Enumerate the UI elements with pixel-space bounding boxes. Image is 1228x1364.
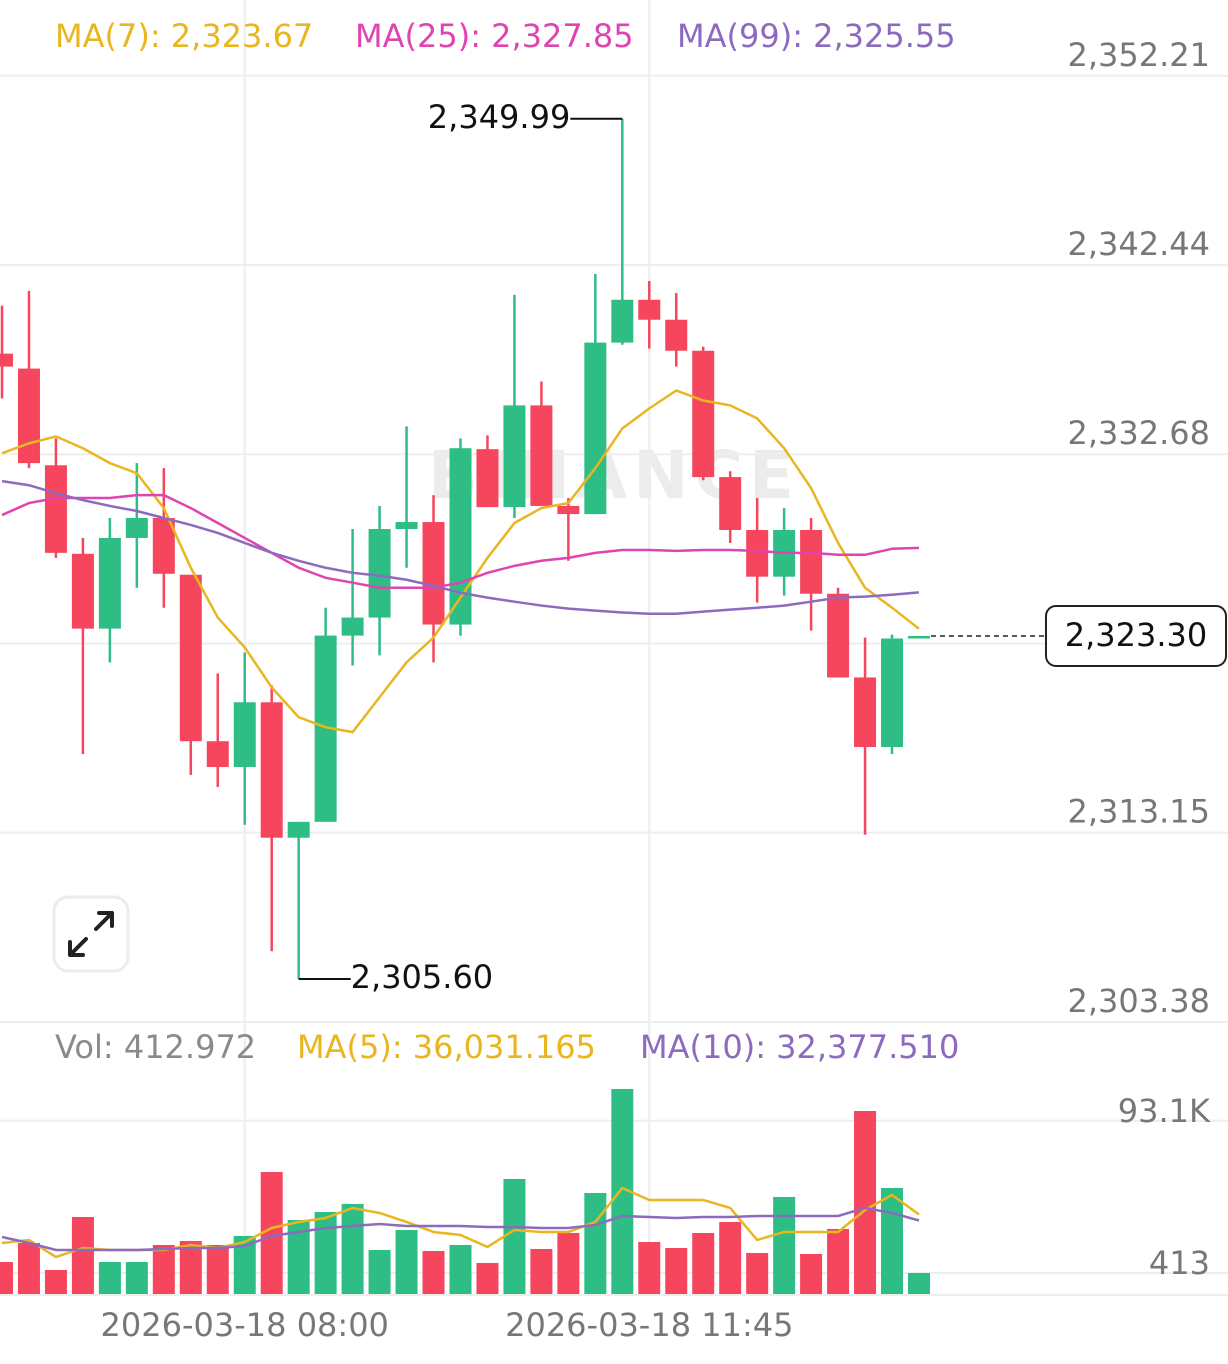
y-tick-label: 2,352.21 xyxy=(1068,36,1211,74)
last-price-label: 2,323.30 xyxy=(1065,616,1208,654)
legend-entry: MA(5): 36,031.165 xyxy=(297,1028,596,1066)
x-tick-label: 2026-03-18 11:45 xyxy=(505,1306,793,1344)
volume-bar xyxy=(314,1211,337,1295)
candle-body xyxy=(125,517,148,538)
candle-body xyxy=(800,529,823,594)
candle-body xyxy=(314,635,337,822)
candle-body xyxy=(907,635,930,639)
volume-bar xyxy=(125,1261,148,1295)
candle-body xyxy=(260,702,283,838)
volume-bar xyxy=(773,1196,796,1295)
candle-body xyxy=(71,553,94,629)
candle-body xyxy=(179,574,202,742)
volume-bar xyxy=(179,1240,202,1295)
volume-bar xyxy=(584,1192,607,1295)
candle-body xyxy=(0,353,13,367)
y-tick-label: 2,342.44 xyxy=(1068,225,1211,263)
volume-bar xyxy=(881,1187,904,1295)
expand-button-frame[interactable] xyxy=(52,895,130,973)
y-tick-label: 2,303.38 xyxy=(1068,982,1211,1020)
candle-body xyxy=(341,617,364,636)
candle-body xyxy=(692,350,715,478)
volume-bar xyxy=(44,1269,67,1295)
y-tick-label: 2,332.68 xyxy=(1068,414,1211,452)
volume-bar xyxy=(854,1110,877,1295)
volume-bar xyxy=(638,1241,661,1295)
y-tick-label: 413 xyxy=(1149,1244,1210,1282)
volume-bar xyxy=(422,1250,445,1295)
legend-entry: MA(25): 2,327.85 xyxy=(355,17,634,55)
volume-bar xyxy=(260,1171,283,1295)
candle-body xyxy=(152,517,175,574)
expand-icon[interactable] xyxy=(68,911,114,957)
volume-bar xyxy=(0,1261,13,1295)
volume-bar xyxy=(907,1272,930,1295)
volume-bar xyxy=(557,1232,580,1295)
volume-bar xyxy=(503,1178,526,1295)
x-tick-label: 2026-03-18 08:00 xyxy=(101,1306,389,1344)
volume-bar xyxy=(17,1242,40,1295)
expand-button[interactable] xyxy=(52,895,130,973)
volume-bar xyxy=(206,1244,229,1295)
volume-bar xyxy=(71,1216,94,1295)
low-label: 2,305.60 xyxy=(351,958,494,996)
candle-body xyxy=(854,677,877,748)
volume-bar xyxy=(395,1229,418,1295)
ma-line xyxy=(1,479,920,615)
candle-body xyxy=(881,638,904,748)
volume-bar xyxy=(800,1253,823,1295)
candle-body xyxy=(98,537,121,629)
ma-line xyxy=(1,493,920,589)
y-tick-label: 93.1K xyxy=(1118,1092,1211,1130)
volume-bar xyxy=(152,1244,175,1295)
legend-entry: MA(10): 32,377.510 xyxy=(640,1028,959,1066)
candle-body xyxy=(476,449,499,508)
candle-body xyxy=(665,319,688,351)
volume-bar xyxy=(368,1249,391,1295)
candle-body xyxy=(611,299,634,343)
candle-body xyxy=(206,741,229,767)
candle-body xyxy=(827,593,850,678)
high-label: 2,349.99 xyxy=(428,98,571,136)
candle-body xyxy=(530,405,553,506)
candle-body xyxy=(368,529,391,618)
volume-bar xyxy=(719,1221,742,1295)
candle-body xyxy=(233,702,256,767)
candle-body xyxy=(17,368,40,464)
candle-body xyxy=(395,522,418,530)
candle-body xyxy=(422,522,445,625)
volume-ma-line xyxy=(1,1206,920,1252)
volume-bar xyxy=(746,1252,769,1295)
candle-body xyxy=(44,465,67,553)
volume-bar xyxy=(98,1261,121,1295)
volume-bar xyxy=(827,1228,850,1295)
volume-bar xyxy=(530,1248,553,1295)
volume-bar xyxy=(665,1247,688,1295)
volume-bar xyxy=(233,1235,256,1295)
legend-entry: MA(7): 2,323.67 xyxy=(55,17,313,55)
volume-bar xyxy=(341,1203,364,1295)
candle-body xyxy=(746,529,769,577)
volume-bar xyxy=(476,1262,499,1295)
last-price-box xyxy=(1045,604,1227,667)
candle-body xyxy=(503,405,526,508)
candle-body xyxy=(557,505,580,515)
volume-bar xyxy=(449,1244,472,1295)
candle-body xyxy=(719,477,742,530)
y-tick-label: 2,313.15 xyxy=(1068,793,1211,831)
ma-line xyxy=(1,389,920,734)
candle-body xyxy=(287,821,310,838)
legend-entry: Vol: 412.972 xyxy=(55,1028,256,1066)
volume-bar xyxy=(287,1219,310,1295)
candle-body xyxy=(638,299,661,320)
volume-bar xyxy=(692,1232,715,1295)
volume-bar xyxy=(611,1088,634,1295)
legend-entry: MA(99): 2,325.55 xyxy=(677,17,956,55)
candle-body xyxy=(584,342,607,515)
